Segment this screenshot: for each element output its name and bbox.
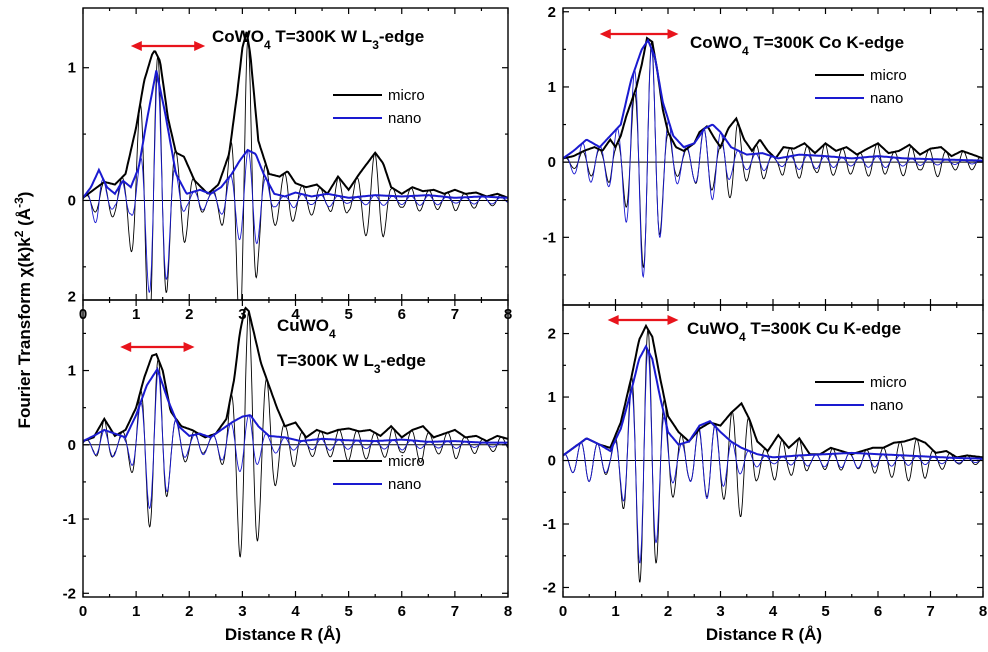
x-tick-label: 2 (185, 603, 193, 620)
x-tick-label: 1 (132, 603, 140, 620)
series-nano-real-part (83, 75, 508, 293)
legend-label-micro: micro (388, 453, 425, 470)
range-arrow-head-right (183, 342, 195, 352)
x-tick-label: 6 (874, 603, 882, 620)
series-micro-modulus (563, 323, 983, 459)
y-tick-label: 0 (68, 192, 76, 209)
x-tick-label: 5 (821, 603, 829, 620)
range-arrow-head-left (607, 315, 619, 325)
x-tick-label: 3 (238, 306, 246, 323)
x-axis-label-right: Distance R (Å) (706, 625, 822, 644)
panel-title-line2: T=300K W L3-edge (277, 351, 426, 376)
x-tick-label: 8 (504, 603, 512, 620)
panel-title: CuWO4 T=300K Cu K-edge (687, 319, 901, 344)
range-arrow-head-right (667, 315, 679, 325)
y-tick-label: 1 (68, 60, 76, 77)
x-tick-label: 5 (344, 603, 352, 620)
x-tick-label: 6 (398, 603, 406, 620)
series-nano-modulus (83, 366, 508, 444)
legend-label-nano: nano (388, 476, 421, 493)
y-tick-label: 0 (548, 154, 556, 171)
panel-title: CuWO4 (277, 316, 336, 341)
series-nano-modulus (563, 344, 983, 460)
legend-label-nano: nano (388, 110, 421, 127)
y-tick-label: -1 (63, 511, 76, 528)
series-micro-real-part (83, 38, 508, 300)
x-tick-label: 7 (926, 603, 934, 620)
y-tick-label: 0 (68, 437, 76, 454)
x-tick-label: 3 (716, 603, 724, 620)
legend-label-micro: micro (870, 374, 907, 391)
series-micro-modulus (83, 31, 508, 199)
x-tick-label: 4 (291, 306, 300, 323)
y-tick-label: -1 (543, 229, 556, 246)
panel-4: 0 1 2 3 4 5 6 7 8 -2 -1 0 1 2 CuWO4 T=300K Cu K-edge mi… (543, 304, 987, 620)
y-tick-label: 2 (548, 4, 556, 21)
x-axis-label-left: Distance R (Å) (225, 625, 341, 644)
x-tick-label: 5 (344, 306, 352, 323)
range-arrow-head-left (120, 342, 132, 352)
series-nano-real-part (563, 348, 983, 564)
range-arrow-head-left (130, 41, 142, 51)
legend-label-micro: micro (870, 67, 907, 84)
x-tick-label: 6 (398, 306, 406, 323)
y-tick-label: 0 (548, 453, 556, 470)
y-tick-label: -1 (543, 516, 556, 533)
x-tick-label: 0 (79, 603, 87, 620)
range-arrow-head-right (667, 29, 679, 39)
x-tick-label: 7 (451, 603, 459, 620)
y-tick-label: 2 (68, 288, 76, 305)
panel-title: CoWO4 T=300K W L3-edge (212, 27, 424, 52)
x-tick-label: 8 (979, 603, 987, 620)
x-tick-label: 0 (559, 603, 567, 620)
x-tick-label: 4 (291, 603, 300, 620)
legend-label-nano: nano (870, 90, 903, 107)
y-tick-label: 1 (548, 79, 556, 96)
y-tick-label: 1 (68, 363, 76, 380)
series-nano-real-part (563, 47, 983, 279)
legend-label-micro: micro (388, 87, 425, 104)
x-tick-label: 2 (185, 306, 193, 323)
series-nano-modulus (563, 38, 983, 162)
y-tick-label: 1 (548, 389, 556, 406)
x-tick-label: 4 (769, 603, 778, 620)
x-tick-label: 1 (611, 603, 619, 620)
y-tick-label: 2 (548, 326, 556, 343)
x-tick-label: 3 (238, 603, 246, 620)
series-nano-real-part (83, 370, 508, 510)
range-arrow-head-left (599, 29, 611, 39)
legend-label-nano: nano (870, 397, 903, 414)
series-nano-modulus (83, 70, 508, 199)
x-tick-label: 1 (132, 306, 140, 323)
panel-title: CoWO4 T=300K Co K-edge (690, 33, 904, 58)
series-micro-real-part (563, 329, 983, 583)
y-axis-label: Fourier Transform χ(k)k2 (Å-3) (12, 192, 34, 429)
x-tick-label: 2 (664, 603, 672, 620)
series-micro-modulus (83, 306, 508, 443)
x-tick-label: 7 (451, 306, 459, 323)
range-arrow-head-right (194, 41, 206, 51)
y-tick-label: -2 (63, 585, 76, 602)
y-tick-label: -2 (543, 579, 556, 596)
panel-3: 0 1 2 3 4 5 6 7 8 -2 -1 0 1 2 CuWO4 T=300K W L3-edge mic… (63, 288, 513, 620)
panel-2: -1 0 1 2 CoWO4 T=300K Co K-edge micro nano (543, 4, 984, 306)
